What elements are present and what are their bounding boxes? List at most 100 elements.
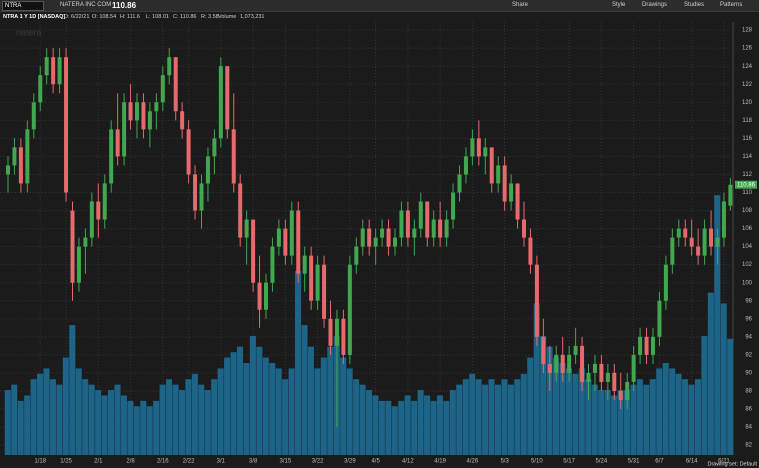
y-tick-label: 100 — [742, 280, 753, 286]
x-tick-label: 3/8 — [249, 459, 258, 465]
info-date: D: 6/22/21 — [64, 14, 90, 20]
volume-bar — [617, 390, 624, 455]
studies-btn[interactable]: Studies — [684, 2, 705, 8]
x-tick-label: 3/15 — [280, 459, 292, 465]
volume-bar — [107, 390, 115, 455]
candle-body — [367, 228, 372, 247]
candle-body — [476, 138, 481, 157]
y-tick-label: 98 — [745, 298, 752, 304]
candle-body — [328, 318, 333, 346]
volume-bar — [133, 406, 140, 455]
candle-body — [373, 237, 378, 247]
y-tick-label: 112 — [742, 172, 752, 178]
candle-body — [96, 201, 101, 220]
candle-body — [528, 237, 533, 265]
x-tick-label: 2/22 — [183, 459, 195, 465]
volume-bar — [56, 384, 63, 455]
candle-body — [186, 129, 191, 175]
candle-body — [141, 102, 146, 130]
volume-bar — [533, 303, 540, 455]
volume-bar — [424, 395, 431, 455]
info-volume: 1,073,231 — [240, 14, 265, 20]
volume-bar — [269, 362, 276, 455]
candle-body — [270, 246, 275, 283]
volume-bar — [295, 270, 302, 455]
volume-bar — [314, 368, 321, 455]
candle-body — [386, 228, 391, 247]
y-tick-label: 128 — [742, 28, 753, 34]
candle-body — [309, 255, 314, 301]
candle-body — [44, 57, 49, 76]
candle-body — [412, 228, 417, 238]
volume-bar — [604, 390, 611, 455]
volume-bar — [82, 379, 89, 455]
volume-bar — [243, 362, 250, 455]
y-tick-label: 84 — [745, 425, 752, 431]
style-btn[interactable]: Style — [612, 2, 626, 8]
symbol-input[interactable]: NTRA — [2, 1, 44, 11]
volume-bar — [365, 390, 373, 455]
volume-bar — [701, 335, 708, 455]
x-tick-label: 5/17 — [563, 459, 575, 465]
candle-body — [715, 237, 720, 247]
last-price-box — [735, 180, 757, 189]
candle-body — [302, 255, 307, 274]
candle-body — [573, 345, 578, 355]
candle-body — [289, 210, 294, 256]
volume-bar — [275, 368, 282, 455]
y-tick-label: 88 — [745, 389, 752, 395]
candle-body — [438, 219, 443, 238]
volume-bar — [417, 390, 424, 455]
volume-bar — [372, 395, 379, 455]
candle-body — [483, 147, 488, 157]
volume-bar — [127, 400, 134, 455]
y-tick-label: 120 — [742, 100, 753, 106]
candle-body — [696, 246, 701, 256]
volume-bar — [720, 303, 727, 455]
candle-body — [554, 354, 559, 373]
candle-body — [147, 111, 152, 130]
volume-bar — [565, 368, 572, 455]
last-price-label: 110.86 — [737, 182, 756, 188]
candle-body — [244, 219, 249, 238]
candle-body — [638, 336, 643, 355]
y-tick-label: 116 — [742, 136, 752, 142]
candle-body — [580, 345, 585, 382]
volume-bar — [507, 384, 514, 455]
candle-body — [83, 237, 88, 247]
volume-bar — [727, 338, 734, 455]
volume-bar — [643, 384, 650, 455]
volume-bar — [256, 346, 263, 455]
volume-bar — [656, 368, 663, 455]
candle-body — [38, 75, 43, 103]
candle-body — [463, 156, 468, 175]
share-btn[interactable]: Share — [512, 2, 529, 8]
volume-bar — [675, 373, 682, 455]
candle-body — [625, 381, 630, 400]
description: NTRA 1 Y 1D [NASDAQ] — [3, 14, 66, 20]
drawings-btn[interactable]: Drawings — [642, 2, 668, 8]
candle-body — [76, 246, 81, 283]
volume-bar — [391, 406, 398, 455]
candle-body — [218, 66, 223, 139]
volume-bar — [623, 390, 631, 455]
volume-bar — [88, 384, 95, 455]
volume-bar — [178, 390, 185, 455]
volume-bar — [436, 395, 443, 455]
candle-body — [283, 228, 288, 256]
patterns-btn[interactable]: Patterns — [720, 2, 743, 8]
x-tick-label: 3/22 — [312, 459, 324, 465]
info-open: O: 108.54 — [92, 14, 117, 20]
candle-body — [70, 210, 75, 283]
volume-bar — [572, 373, 579, 455]
volume-bar — [501, 379, 508, 455]
candle-body — [276, 228, 281, 247]
volume-bar — [475, 379, 482, 455]
candle-body — [399, 210, 404, 238]
volume-bar — [30, 379, 37, 455]
candle-body — [605, 372, 610, 382]
volume-bar — [353, 379, 360, 455]
volume-bar — [172, 384, 179, 455]
volume-bar — [230, 352, 237, 455]
